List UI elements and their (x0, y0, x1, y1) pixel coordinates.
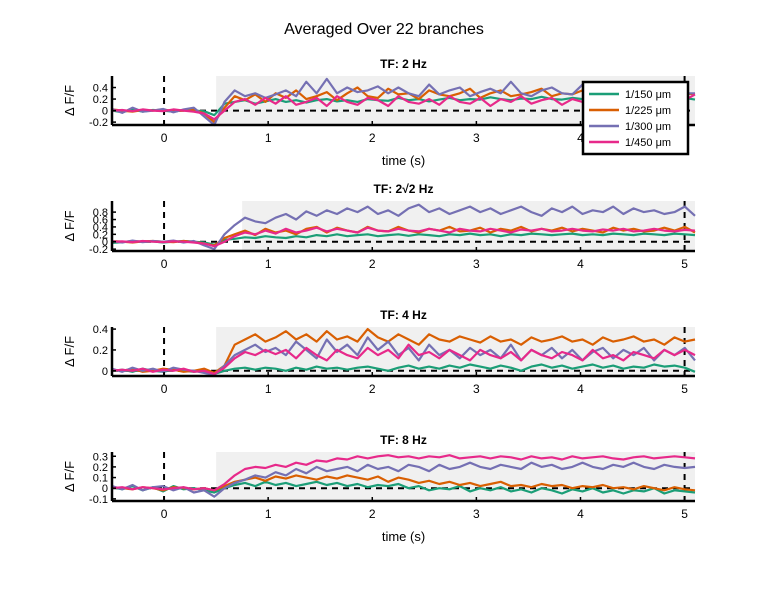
x-tick-label: 1 (265, 507, 272, 521)
series-line-1 (111, 480, 696, 495)
figure-title: Averaged Over 22 branches (284, 21, 484, 38)
y-tick-label: 0.2 (93, 462, 108, 474)
x-tick-label: 0 (161, 382, 168, 396)
panel-title: TF: 8 Hz (380, 433, 427, 447)
legend-label-2: 1/225 μm (625, 105, 671, 117)
y-tick-label: 0.6 (93, 215, 108, 227)
y-tick-label: -0.2 (89, 244, 108, 256)
panel-title: TF: 4 Hz (380, 308, 427, 322)
y-tick-label: 0 (102, 237, 108, 249)
legend-label-1: 1/150 μm (625, 89, 671, 101)
x-tick-label: 2 (369, 257, 376, 271)
series-line-4 (111, 454, 696, 492)
x-axis-label: time (s) (382, 529, 425, 544)
x-tick-label: 2 (369, 131, 376, 145)
y-tick-label: 0.2 (93, 94, 108, 106)
x-tick-label: 5 (681, 382, 688, 396)
legend-label-4: 1/450 μm (625, 137, 671, 149)
series-line-2 (111, 328, 696, 374)
x-tick-label: 5 (681, 507, 688, 521)
panel-title: TF: 2 Hz (380, 57, 427, 71)
series-line-4 (111, 343, 696, 375)
x-tick-label: 1 (265, 382, 272, 396)
y-tick-label: 0 (102, 106, 108, 118)
y-tick-label: 0 (102, 366, 108, 378)
y-axis-label: Δ F/F (62, 85, 77, 116)
x-tick-label: 2 (369, 382, 376, 396)
x-tick-label: 4 (577, 257, 584, 271)
y-axis-label: Δ F/F (62, 336, 77, 367)
series-line-3 (111, 461, 696, 498)
x-tick-label: 3 (473, 131, 480, 145)
x-tick-label: 1 (265, 257, 272, 271)
x-tick-label: 4 (577, 131, 584, 145)
legend-label-3: 1/300 μm (625, 121, 671, 133)
x-tick-label: 3 (473, 382, 480, 396)
series-line-4 (111, 226, 696, 248)
x-tick-label: 4 (577, 382, 584, 396)
x-axis-label: time (s) (382, 153, 425, 168)
y-axis-label: Δ F/F (62, 461, 77, 492)
y-axis-label: Δ F/F (62, 210, 77, 241)
x-tick-label: 0 (161, 257, 168, 271)
y-tick-label: 0.4 (93, 83, 108, 95)
x-tick-label: 5 (681, 257, 688, 271)
x-tick-label: 0 (161, 507, 168, 521)
panel-2: 0 1 2 3 4 5-0.200.20.40.60.8TF: 2√2 HzΔ F/F (62, 182, 696, 271)
y-tick-label: 0.4 (93, 222, 108, 234)
y-tick-label: 0 (102, 483, 108, 495)
y-tick-label: 0.2 (93, 229, 108, 241)
panel-3: 0 1 2 3 4 5 0 0.2 0.4 TF: 4 Hz Δ F/F (62, 308, 696, 396)
panel-title: TF: 2√2 Hz (374, 182, 434, 196)
x-tick-label: 0 (161, 131, 168, 145)
y-tick-label: -0.2 (89, 117, 108, 129)
x-tick-label: 1 (265, 131, 272, 145)
y-tick-label: 0.3 (93, 451, 108, 463)
y-tick-label: -0.1 (89, 494, 108, 506)
x-tick-label: 4 (577, 507, 584, 521)
x-tick-label: 3 (473, 507, 480, 521)
y-tick-label: 0.8 (93, 207, 108, 219)
legend: 1/150 μm 1/225 μm 1/300 μm 1/450 μm (581, 80, 690, 156)
y-tick-label: 0.4 (93, 324, 108, 336)
y-tick-label: 0.2 (93, 345, 108, 357)
stim-window (242, 201, 696, 251)
y-tick-label: 0.1 (93, 473, 108, 485)
x-tick-label: 3 (473, 257, 480, 271)
series-line-3 (111, 203, 696, 251)
x-tick-label: 2 (369, 507, 376, 521)
